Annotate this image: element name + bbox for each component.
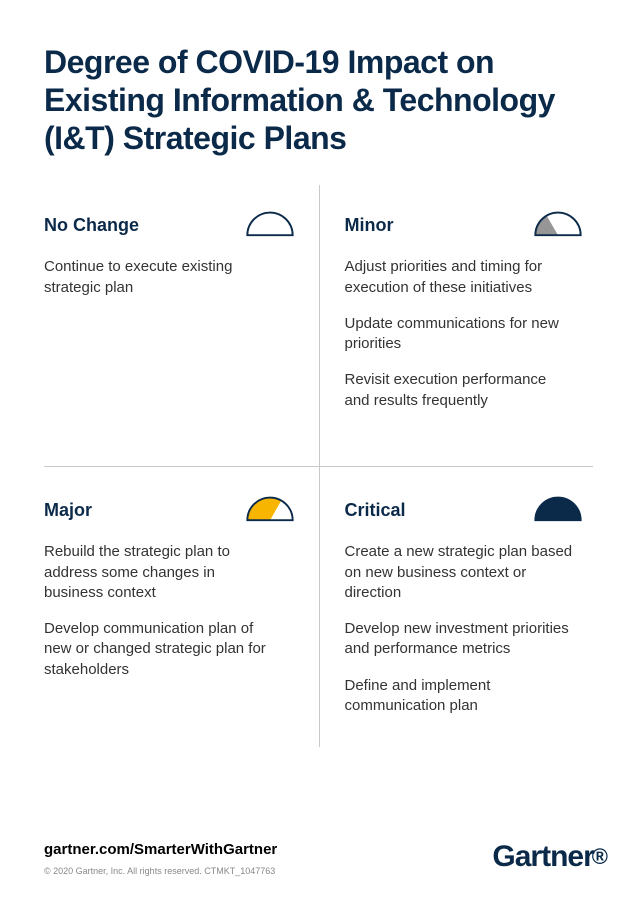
gauge-major-icon [241, 490, 299, 524]
quadrant-header: Critical [345, 490, 588, 528]
quadrant-label: Minor [345, 205, 394, 236]
quadrant-item: Define and implement communication plan [345, 676, 575, 717]
quadrant-label: Critical [345, 490, 406, 521]
quadrant-critical: Critical Create a new strategic plan bas… [319, 466, 594, 747]
brand-logo: Gartner® [492, 840, 607, 874]
quadrant-label: No Change [44, 205, 139, 236]
quadrant-item: Develop new investment priorities and pe… [345, 619, 575, 660]
quadrant-item: Rebuild the strategic plan to address so… [44, 542, 274, 603]
infographic-page: Degree of COVID-19 Impact on Existing In… [0, 0, 637, 900]
quadrant-item: Develop communication plan of new or cha… [44, 619, 274, 680]
gauge-critical-icon [529, 490, 587, 524]
quadrant-item: Create a new strategic plan based on new… [345, 542, 575, 603]
footer: gartner.com/SmarterWithGartner © 2020 Ga… [44, 841, 607, 876]
page-title: Degree of COVID-19 Impact on Existing In… [44, 44, 593, 157]
quadrant-major: Major Rebuild the strategic plan to addr… [44, 466, 319, 747]
brand-dot-icon: ® [592, 844, 607, 869]
impact-grid: No Change Continue to execute existing s… [44, 185, 593, 747]
quadrant-item: Update communications for new priorities [345, 314, 575, 355]
quadrant-item: Revisit execution performance and result… [345, 370, 575, 411]
quadrant-label: Major [44, 490, 92, 521]
quadrant-item: Adjust priorities and timing for executi… [345, 257, 575, 298]
quadrant-nochange: No Change Continue to execute existing s… [44, 185, 319, 466]
gauge-nochange-icon [241, 205, 299, 239]
quadrant-header: No Change [44, 205, 299, 243]
quadrant-item: Continue to execute existing strategic p… [44, 257, 274, 298]
quadrant-header: Major [44, 490, 299, 528]
brand-text: Gartner [492, 840, 593, 873]
quadrant-header: Minor [345, 205, 588, 243]
quadrant-minor: Minor Adjust priorities and timing for e… [319, 185, 594, 466]
gauge-minor-icon [529, 205, 587, 239]
